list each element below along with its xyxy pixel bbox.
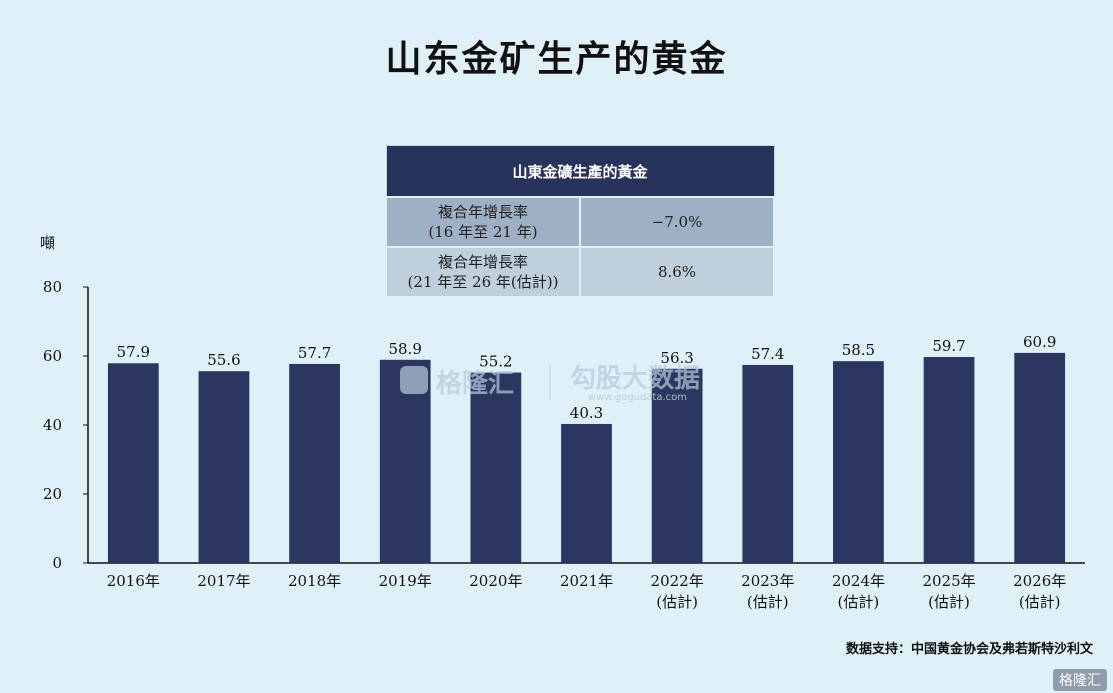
y-tick-label: 20 xyxy=(43,485,62,503)
x-tick-label: 2021年 xyxy=(560,572,613,590)
data-label: 57.7 xyxy=(298,344,331,362)
bar xyxy=(289,363,340,563)
cagr-label-line1: 複合年增長率 xyxy=(437,203,528,221)
bar xyxy=(923,357,975,563)
bar xyxy=(1014,352,1066,563)
data-label: 59.7 xyxy=(932,337,965,355)
chart-title: 山东金矿生产的黄金 xyxy=(385,39,728,80)
x-tick-label: 2026年 xyxy=(1013,572,1066,590)
cagr-row-label: 複合年增長率 (21 年至 26 年(估計)) xyxy=(385,246,581,298)
x-tick-label: 2016年 xyxy=(107,572,160,590)
data-label: 56.3 xyxy=(660,349,693,367)
cagr-label-line2: (21 年至 26 年(估計)) xyxy=(407,273,559,291)
cagr-row-label: 複合年增長率 (16 年至 21 年) xyxy=(385,196,581,248)
x-tick-label: 2022年 xyxy=(651,572,704,590)
y-tick-label: 60 xyxy=(43,347,62,365)
cagr-table: 山東金礦生產的黃金 複合年增長率 (16 年至 21 年) −7.0% 複合年增… xyxy=(385,145,775,298)
cagr-label-line2: (16 年至 21 年) xyxy=(428,223,538,241)
bar xyxy=(742,364,794,563)
x-tick-label: 2023年 xyxy=(741,572,794,590)
x-tick-label: 2025年 xyxy=(922,572,975,590)
x-tick-label: 2020年 xyxy=(469,572,522,590)
x-tick-sublabel: (估計) xyxy=(656,593,698,611)
x-tick-label: 2017年 xyxy=(197,572,250,590)
bar xyxy=(833,361,884,563)
cagr-row: 複合年增長率 (16 年至 21 年) −7.0% xyxy=(385,196,775,248)
cagr-label-line1: 複合年增長率 xyxy=(437,253,528,271)
data-label: 55.6 xyxy=(207,351,240,369)
data-label: 58.9 xyxy=(389,340,422,358)
corner-logo: 格隆汇 xyxy=(1053,669,1107,691)
x-tick-sublabel: (估計) xyxy=(1019,593,1061,611)
cagr-row-value: 8.6% xyxy=(579,246,775,298)
bar xyxy=(198,371,250,563)
data-label: 58.5 xyxy=(842,341,875,359)
cagr-row-value: −7.0% xyxy=(579,196,775,248)
bar xyxy=(379,359,431,563)
cagr-row: 複合年增長率 (21 年至 26 年(估計)) 8.6% xyxy=(385,246,775,298)
bar xyxy=(561,423,612,563)
bar xyxy=(651,368,703,563)
source-note: 数据支持：中国黄金协会及弗若斯特沙利文 xyxy=(845,642,1093,657)
data-label: 60.9 xyxy=(1023,333,1056,351)
x-tick-sublabel: (估計) xyxy=(838,593,880,611)
bar xyxy=(470,372,522,563)
x-tick-sublabel: (估計) xyxy=(928,593,970,611)
x-tick-sublabel: (估計) xyxy=(747,593,789,611)
x-tick-label: 2024年 xyxy=(832,572,885,590)
y-axis-label: 噸 xyxy=(40,234,55,252)
data-label: 57.4 xyxy=(751,345,784,363)
bar xyxy=(107,363,159,563)
y-tick-label: 80 xyxy=(43,278,62,296)
x-tick-label: 2018年 xyxy=(288,572,341,590)
data-label: 57.9 xyxy=(117,343,150,361)
data-label: 40.3 xyxy=(570,404,603,422)
cagr-table-header: 山東金礦生產的黃金 xyxy=(385,145,775,198)
x-tick-label: 2019年 xyxy=(379,572,432,590)
data-label: 55.2 xyxy=(479,353,512,371)
y-tick-label: 40 xyxy=(43,416,62,434)
y-tick-label: 0 xyxy=(52,554,62,572)
